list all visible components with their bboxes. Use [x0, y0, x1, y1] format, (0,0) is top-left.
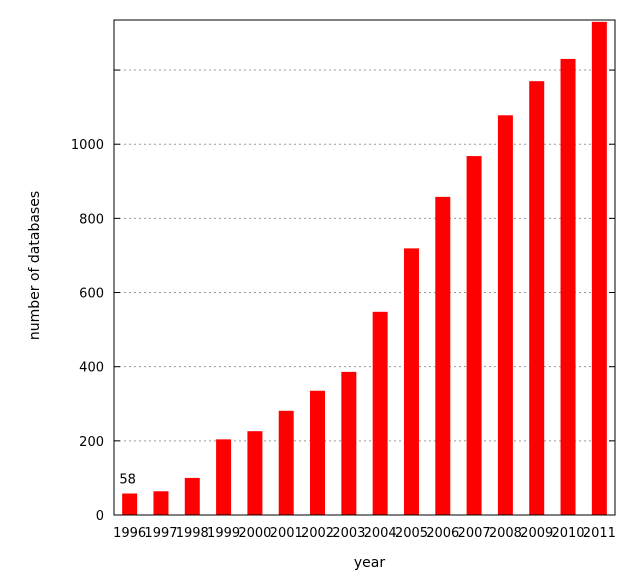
tick-labels: 0200400600800100019961997199819992000200…: [71, 138, 616, 541]
x-tick-label: 2004: [364, 526, 397, 541]
bar-2000: [247, 431, 263, 515]
x-tick-label: 2007: [458, 526, 491, 541]
bar-2008: [497, 115, 513, 515]
x-tick-label: 1999: [207, 526, 240, 541]
x-tick-label: 2006: [426, 526, 459, 541]
gridlines: [114, 69, 615, 442]
bar-1998: [184, 477, 200, 515]
x-tick-label: 1998: [176, 526, 209, 541]
plot-frame: [113, 19, 616, 516]
x-tick-label: 2001: [270, 526, 303, 541]
x-tick-label: 2010: [551, 526, 584, 541]
bar-2005: [403, 248, 419, 516]
bar-1997: [153, 491, 169, 515]
y-tick-label: 200: [79, 435, 104, 450]
bar-2004: [372, 311, 388, 515]
bar-2007: [466, 156, 482, 515]
bar-2006: [435, 196, 451, 515]
x-tick-label: 2008: [489, 526, 522, 541]
y-axis-label: number of databases: [27, 191, 43, 340]
x-tick-label: 2000: [238, 526, 271, 541]
x-tick-label: 2002: [301, 526, 334, 541]
y-tick-label: 800: [79, 212, 104, 227]
x-axis-label: year: [354, 555, 385, 571]
bar-1996: [122, 493, 138, 515]
x-tick-label: 2005: [395, 526, 428, 541]
y-tick-label: 400: [79, 361, 104, 376]
bar-2010: [560, 58, 576, 515]
y-tick-label: 0: [96, 509, 104, 524]
bar-2011: [591, 21, 607, 515]
x-tick-label: 1996: [113, 526, 146, 541]
bar-2002: [310, 390, 326, 515]
bar-2009: [529, 81, 545, 515]
x-tick-label: 1997: [144, 526, 177, 541]
ticks: [114, 69, 615, 516]
bar-2003: [341, 371, 357, 515]
x-tick-label: 2003: [332, 526, 365, 541]
data-label: 58: [119, 472, 136, 487]
x-tick-label: 2011: [583, 526, 616, 541]
bars: [122, 21, 607, 516]
bar-1999: [216, 439, 232, 515]
y-tick-label: 1000: [71, 138, 104, 153]
bar-2001: [278, 410, 294, 515]
y-tick-label: 600: [79, 287, 104, 302]
x-tick-label: 2009: [520, 526, 553, 541]
